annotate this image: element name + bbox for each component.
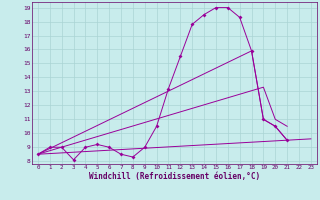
X-axis label: Windchill (Refroidissement éolien,°C): Windchill (Refroidissement éolien,°C) (89, 172, 260, 181)
